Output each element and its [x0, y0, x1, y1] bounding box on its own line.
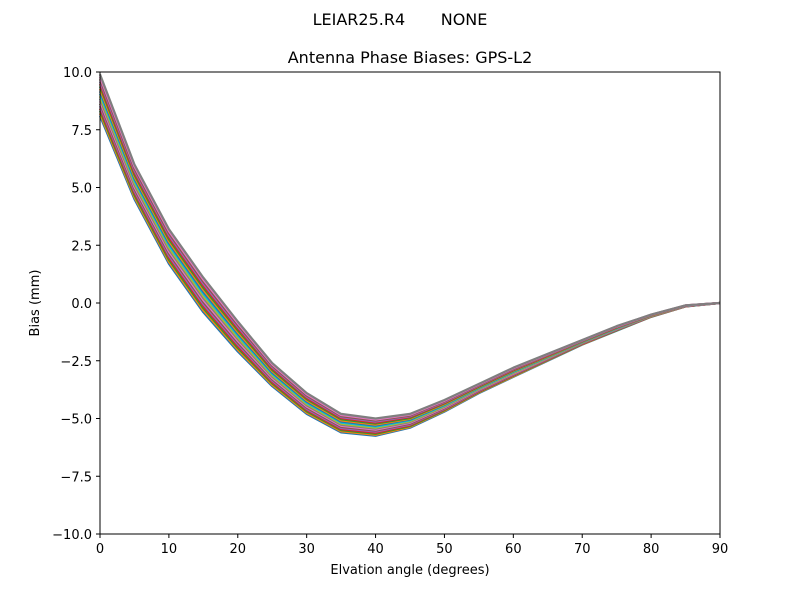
y-tick-label: −2.5	[60, 355, 92, 370]
y-axis-label: Bias (mm)	[28, 270, 43, 337]
y-tick-label: 2.5	[71, 239, 92, 254]
y-tick-label: −5.0	[60, 413, 92, 428]
x-tick-label: 90	[712, 542, 729, 557]
x-tick-label: 70	[574, 542, 591, 557]
series-line	[98, 88, 721, 426]
series-lines	[98, 73, 721, 437]
series-line	[98, 93, 721, 428]
y-tick-label: 0.0	[71, 297, 92, 312]
series-line	[98, 83, 721, 424]
series-line	[98, 78, 721, 422]
y-tick-label: 10.0	[63, 66, 92, 81]
y-axis: 10.0 7.5 5.0 2.5 0.0 −2.5 −5.0 −7.5 −10.0	[52, 66, 100, 543]
x-tick-label: 10	[161, 542, 178, 557]
y-tick-label: −7.5	[60, 470, 92, 485]
series-line	[98, 86, 721, 425]
series-line	[98, 81, 721, 423]
x-tick-label: 60	[505, 542, 522, 557]
x-axis-label: Elvation angle (degrees)	[330, 563, 489, 578]
series-line	[98, 76, 721, 421]
y-tick-label: 7.5	[71, 124, 92, 139]
figure-suptitle: LEIAR25.R4 NONE	[312, 10, 488, 29]
series-line	[98, 90, 721, 427]
x-tick-label: 80	[643, 542, 660, 557]
y-tick-label: −10.0	[52, 528, 92, 543]
chart-title: Antenna Phase Biases: GPS-L2	[287, 48, 533, 67]
x-tick-label: 20	[230, 542, 247, 557]
x-tick-label: 40	[367, 542, 384, 557]
plot-frame	[99, 71, 721, 535]
x-tick-label: 50	[436, 542, 453, 557]
x-tick-label: 0	[96, 542, 104, 557]
x-tick-label: 30	[298, 542, 315, 557]
y-tick-label: 5.0	[71, 182, 92, 197]
x-axis: 0 10 20 30 40 50 60 70 80 90	[96, 534, 728, 557]
series-line	[98, 73, 721, 420]
